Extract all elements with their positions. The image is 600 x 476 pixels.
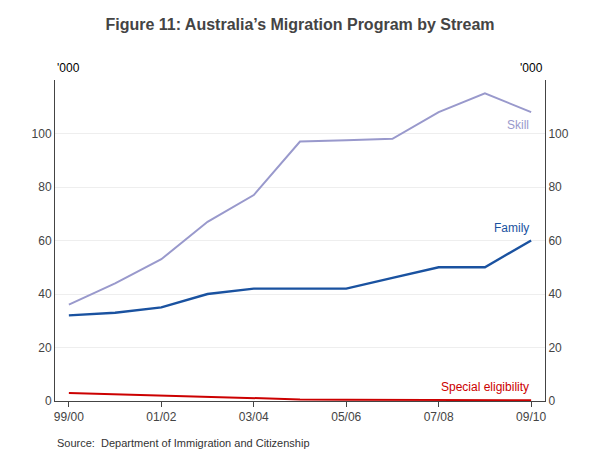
svg-text:20: 20 <box>38 341 52 355</box>
svg-text:Special eligibility: Special eligibility <box>441 380 529 394</box>
svg-text:0: 0 <box>548 394 555 408</box>
svg-text:05/06: 05/06 <box>331 410 361 424</box>
svg-text:60: 60 <box>38 234 52 248</box>
svg-text:100: 100 <box>32 127 52 141</box>
svg-text:09/10: 09/10 <box>516 410 546 424</box>
svg-text:Figure 11: Australia’s Migrati: Figure 11: Australia’s Migration Program… <box>105 16 494 33</box>
svg-text:100: 100 <box>548 127 568 141</box>
svg-text:20: 20 <box>548 341 562 355</box>
svg-text:03/04: 03/04 <box>239 410 269 424</box>
svg-text:Skill: Skill <box>507 118 529 132</box>
svg-text:Source: Department of Immigra: Source: Department of Immigration and Ci… <box>57 437 310 449</box>
svg-text:'000: '000 <box>520 61 543 75</box>
svg-text:Family: Family <box>494 221 529 235</box>
svg-text:40: 40 <box>548 287 562 301</box>
svg-text:99/00: 99/00 <box>54 410 84 424</box>
svg-text:01/02: 01/02 <box>146 410 176 424</box>
svg-text:80: 80 <box>38 180 52 194</box>
svg-text:0: 0 <box>45 394 52 408</box>
svg-text:40: 40 <box>38 287 52 301</box>
svg-text:'000: '000 <box>57 61 80 75</box>
svg-text:07/08: 07/08 <box>424 410 454 424</box>
svg-text:80: 80 <box>548 180 562 194</box>
svg-text:60: 60 <box>548 234 562 248</box>
